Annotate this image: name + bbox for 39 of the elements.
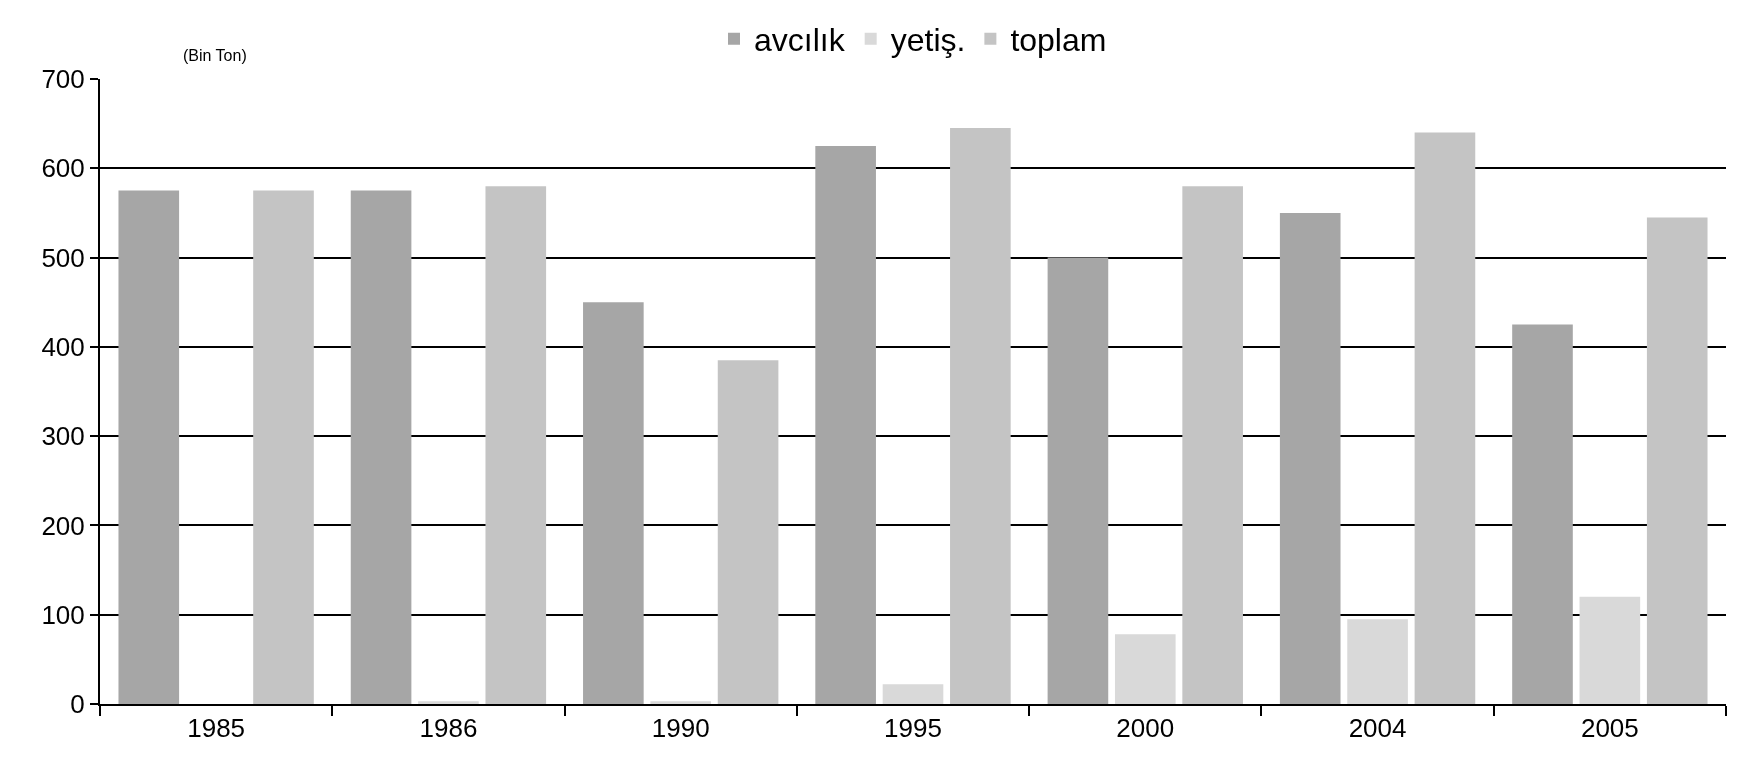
bar (1646, 217, 1708, 704)
bar (583, 302, 644, 704)
x-tick-label: 1985 (187, 713, 246, 744)
legend-label: avcılık (754, 22, 846, 59)
y-tick-label: 700 (41, 64, 85, 95)
bar (950, 128, 1011, 704)
bar (1579, 596, 1641, 704)
y-axis-title: (Bin Ton) (183, 47, 247, 64)
bar (1182, 186, 1243, 704)
y-tick-label: 400 (41, 331, 85, 362)
bar (1512, 324, 1573, 704)
bar (485, 186, 547, 704)
y-tick-label: 200 (41, 510, 85, 541)
bar (1114, 634, 1176, 704)
bar (253, 190, 314, 704)
x-tick-label: 1990 (651, 713, 710, 744)
y-tick-label: 100 (41, 599, 85, 630)
x-tick-label: 2004 (1348, 713, 1407, 744)
bar (118, 190, 180, 704)
x-tick-label: 2005 (1580, 713, 1639, 744)
bar (350, 190, 412, 704)
y-tick-label: 600 (41, 153, 85, 184)
legend-label: toplam (1010, 22, 1107, 59)
x-tick-label: 1986 (419, 713, 478, 744)
bar (1414, 132, 1476, 704)
bar (717, 360, 779, 704)
y-tick-label: 500 (41, 242, 85, 273)
bar (815, 145, 876, 704)
bar (418, 701, 479, 704)
bar (650, 701, 712, 704)
bar (1347, 619, 1408, 704)
bar (1047, 257, 1109, 704)
x-tick-label: 1995 (884, 713, 942, 744)
y-tick-label: 300 (41, 421, 85, 452)
bar (1279, 212, 1341, 704)
bar (882, 684, 944, 704)
y-tick-label: 0 (70, 689, 85, 720)
legend-label: yetiş. (890, 22, 966, 59)
x-tick-label: 2000 (1116, 713, 1175, 744)
